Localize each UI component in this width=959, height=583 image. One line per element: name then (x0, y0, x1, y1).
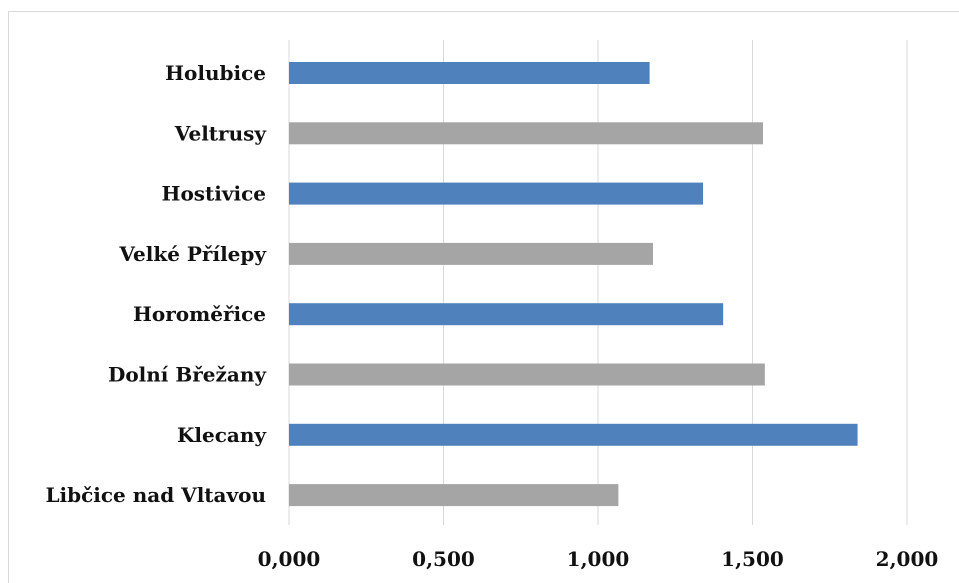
bar (289, 423, 858, 446)
bar (289, 484, 619, 507)
category-label: Veltrusy (174, 121, 268, 145)
gridlines (288, 40, 908, 525)
category-label: Libčice nad Vltavou (45, 483, 266, 507)
chart-border (8, 11, 959, 583)
x-tick-label: 2,000 (876, 547, 939, 571)
x-tick-label: 0,000 (258, 547, 321, 571)
category-label: Holubice (165, 61, 266, 85)
category-label: Dolní Břežany (108, 363, 267, 387)
x-tick-label: 1,000 (567, 547, 630, 571)
category-label: Velké Přílepy (118, 242, 267, 266)
bar (289, 182, 704, 205)
category-label: Hostivice (162, 182, 266, 206)
bar (289, 242, 654, 265)
x-tick-labels: 0,000 0,500 1,000 1,500 2,000 (258, 547, 939, 571)
x-tick-label: 1,500 (721, 547, 784, 571)
category-labels: Holubice Veltrusy Hostivice Velké Přílepy Ho… (45, 61, 267, 507)
bars (289, 62, 858, 507)
category-label: Klecany (177, 423, 267, 447)
bar (289, 122, 764, 145)
x-tick-label: 0,500 (412, 547, 475, 571)
bar (289, 303, 724, 326)
bar (289, 363, 765, 386)
category-label: Horoměřice (133, 302, 266, 326)
bar (289, 62, 650, 84)
